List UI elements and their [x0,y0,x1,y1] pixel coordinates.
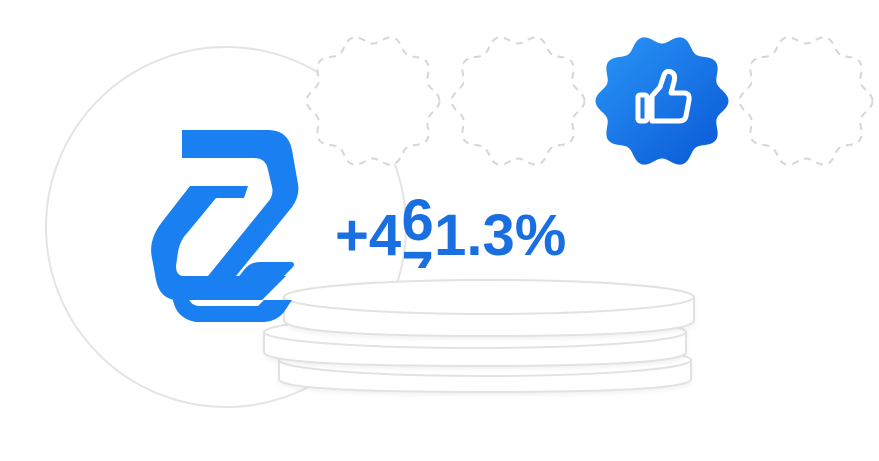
rolling-digit: 6 7 [401,192,434,268]
disc-top [283,279,695,338]
thumbs-up-icon [635,68,692,124]
badge-empty-3 [738,36,874,166]
badge-active [595,37,729,165]
logo-upper-bar [182,130,299,276]
badge-empty-1 [305,36,441,166]
badge-empty-2 [450,36,586,166]
logo-bottom-bar [178,262,294,290]
logo-upper-inner [190,158,259,186]
disc-stack [263,279,695,394]
stat-prefix: +4 [335,203,402,268]
rolling-digit-current: 6 [401,192,434,253]
badge-row [305,36,874,166]
brand-logo [151,130,299,322]
growth-percentage: +4 6 7 1.3% [335,192,567,271]
stat-suffix: 1.3% [434,203,567,268]
logo-bottom-tail [172,290,292,322]
rolling-digit-next: 7 [401,244,434,269]
logo-lower-bar [151,186,286,300]
